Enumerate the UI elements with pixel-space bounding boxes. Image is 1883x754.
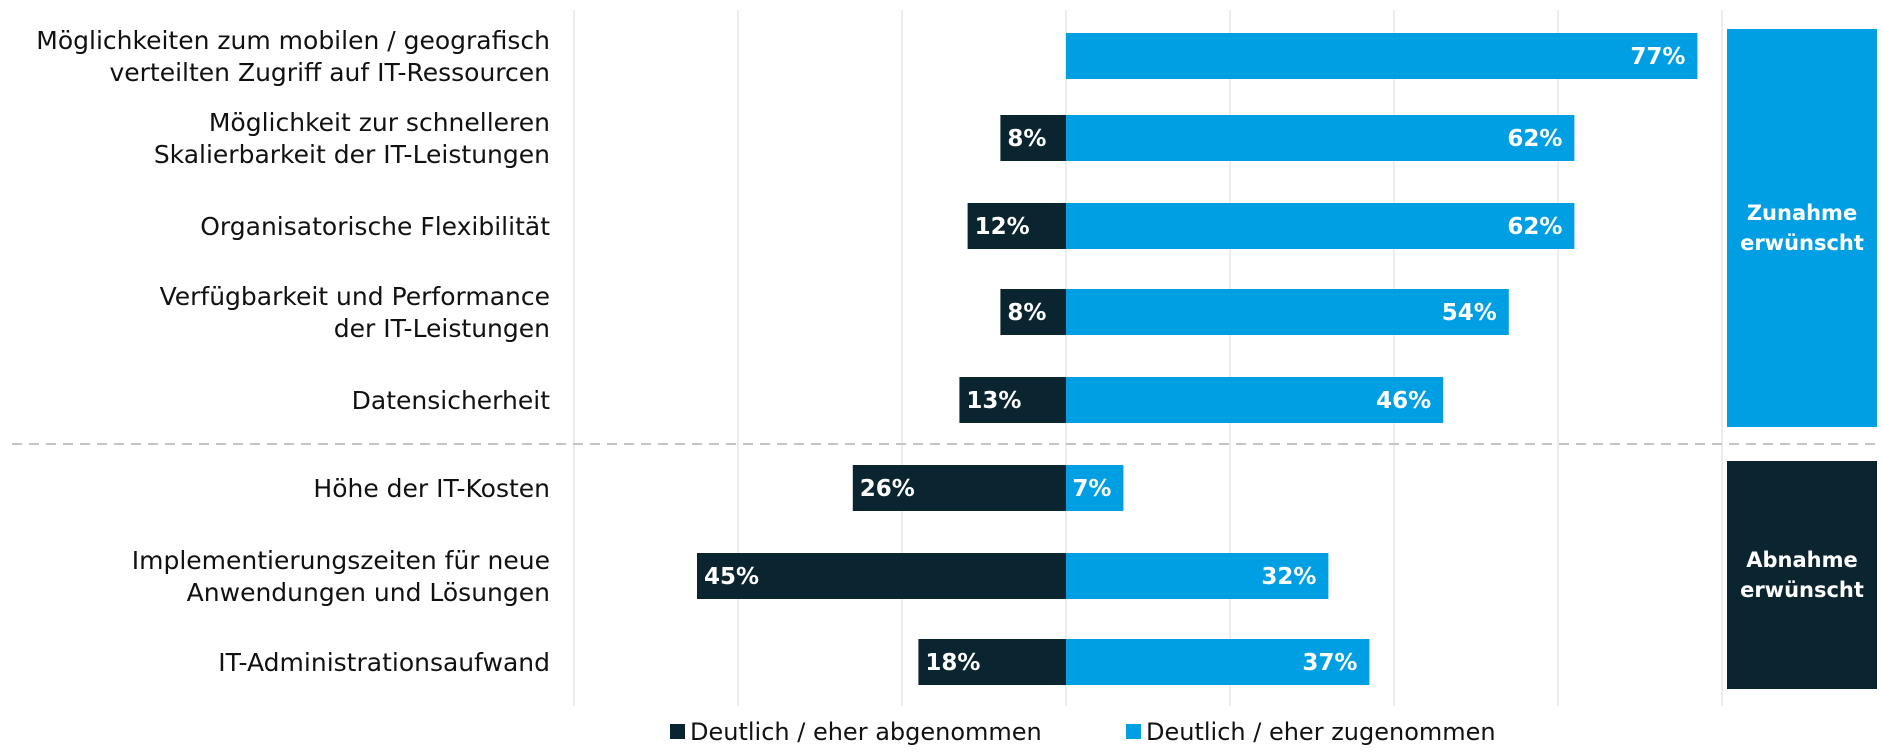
- data-label-increase: 77%: [1630, 44, 1685, 70]
- category-label: Möglichkeiten zum mobilen / geografisch v…: [36, 26, 550, 87]
- bar-decrease: [1000, 115, 1066, 161]
- bar-increase: [1066, 203, 1575, 249]
- group-layer: Zunahme erwünscht Abnahme erwünscht: [1727, 29, 1877, 689]
- bar-increase: [1066, 289, 1509, 335]
- data-label-decrease: 45%: [704, 564, 759, 590]
- data-label-increase: 32%: [1261, 564, 1316, 590]
- data-label-decrease: 8%: [1007, 300, 1046, 326]
- group-box: [1727, 461, 1877, 689]
- category-label-line: der IT-Leistungen: [334, 314, 550, 343]
- category-label-line: IT-Administrationsaufwand: [218, 648, 550, 677]
- bar-increase: [1066, 553, 1329, 599]
- legend-label: Deutlich / eher abgenommen: [690, 718, 1042, 746]
- legend-swatch: [670, 724, 685, 739]
- category-label-line: Anwendungen und Lösungen: [187, 578, 550, 607]
- bar-decrease: [1000, 289, 1066, 335]
- category-label-line: Skalierbarkeit der IT-Leistungen: [154, 140, 550, 169]
- bar-increase: [1066, 115, 1575, 161]
- group-box: [1727, 29, 1877, 427]
- data-label-decrease: 18%: [925, 650, 980, 676]
- group-label-line: erwünscht: [1740, 578, 1864, 602]
- group-label: Abnahme erwünscht: [1740, 548, 1864, 602]
- bar-increase: [1066, 639, 1370, 685]
- data-label-increase: 37%: [1302, 650, 1357, 676]
- group-label-line: Abnahme: [1746, 548, 1857, 572]
- category-label-line: Höhe der IT-Kosten: [313, 474, 550, 503]
- category-label: Möglichkeit zur schnelleren Skalierbarkei…: [154, 108, 550, 169]
- bar-increase: [1066, 33, 1698, 79]
- data-label-increase: 62%: [1507, 214, 1562, 240]
- data-label-decrease: 26%: [860, 476, 915, 502]
- bar-decrease: [852, 465, 1066, 511]
- data-label-decrease: 12%: [975, 214, 1030, 240]
- grid-layer: [573, 10, 1723, 706]
- category-label-line: verteilten Zugriff auf IT-Ressourcen: [109, 58, 550, 87]
- bar-decrease: [959, 377, 1066, 423]
- bar-increase: [1066, 465, 1124, 511]
- legend-label: Deutlich / eher zugenommen: [1146, 718, 1496, 746]
- category-label: Datensicherheit: [352, 386, 551, 415]
- category-label: Implementierungszeiten für neue Anwendung…: [132, 546, 550, 607]
- category-label-line: Möglichkeit zur schnelleren: [209, 108, 550, 137]
- data-label-decrease: 13%: [966, 388, 1021, 414]
- category-label-line: Implementierungszeiten für neue: [132, 546, 550, 575]
- category-label-line: Datensicherheit: [352, 386, 551, 415]
- category-label: Verfügbarkeit und Performance der IT-Leis…: [160, 282, 550, 343]
- category-label-line: Organisatorische Flexibilität: [200, 212, 550, 241]
- data-label-decrease: 8%: [1007, 126, 1046, 152]
- legend-swatch: [1126, 724, 1141, 739]
- category-label-line: Möglichkeiten zum mobilen / geografisch: [36, 26, 550, 55]
- legend: Deutlich / eher abgenommen Deutlich / ehe…: [670, 718, 1496, 746]
- data-label-increase: 62%: [1507, 126, 1562, 152]
- category-label-layer: Möglichkeiten zum mobilen / geografisch v…: [36, 26, 550, 677]
- bar-layer: 77% 8% 62% 12% 62% 8% 54% 13% 46% 26% 7% 45% 32% 18% 3…: [697, 33, 1698, 685]
- bar-decrease: [967, 203, 1066, 249]
- category-label-line: Verfügbarkeit und Performance: [160, 282, 550, 311]
- bar-increase: [1066, 377, 1444, 423]
- data-label-increase: 46%: [1376, 388, 1431, 414]
- group-label-line: Zunahme: [1747, 201, 1857, 225]
- group-label: Zunahme erwünscht: [1740, 201, 1864, 255]
- data-label-increase: 7%: [1072, 476, 1111, 502]
- group-label-line: erwünscht: [1740, 231, 1864, 255]
- category-label: IT-Administrationsaufwand: [218, 648, 550, 677]
- category-label: Organisatorische Flexibilität: [200, 212, 550, 241]
- bar-decrease: [918, 639, 1066, 685]
- category-label: Höhe der IT-Kosten: [313, 474, 550, 503]
- bar-decrease: [697, 553, 1066, 599]
- data-label-increase: 54%: [1442, 300, 1497, 326]
